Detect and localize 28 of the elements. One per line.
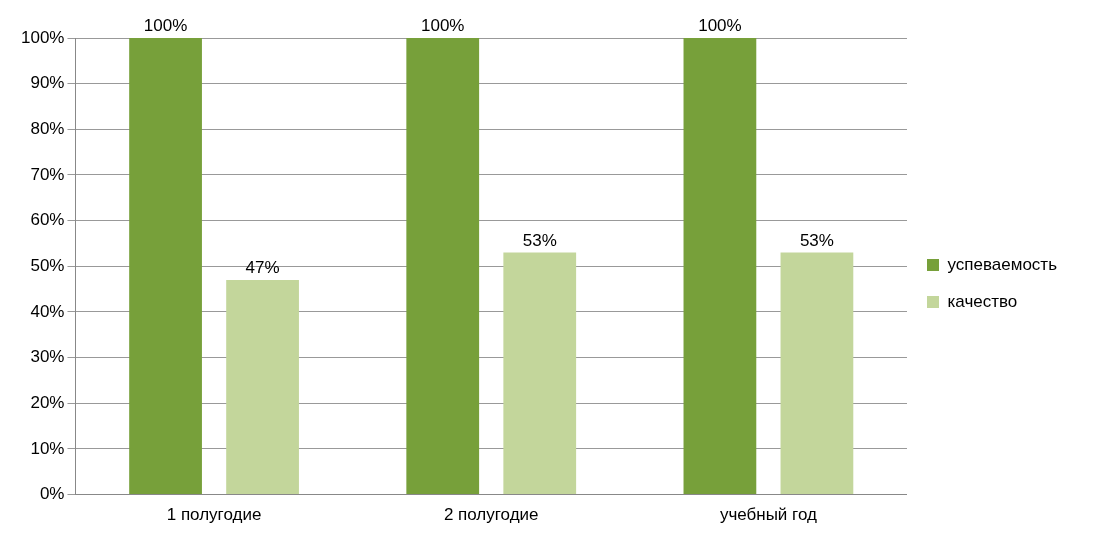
data-label: 53% xyxy=(522,230,557,250)
x-tick-label: учебный год xyxy=(719,505,817,525)
y-tick-label: 80% xyxy=(30,119,65,139)
data-label: 100% xyxy=(698,16,742,36)
bar xyxy=(226,280,299,495)
y-tick-label: 90% xyxy=(30,73,65,93)
y-tick-label: 50% xyxy=(30,255,65,275)
x-tick-label: 1 полугодие xyxy=(166,505,262,525)
y-tick-label: 10% xyxy=(30,438,65,458)
data-label: 100% xyxy=(420,16,465,36)
data-label: 47% xyxy=(245,258,280,278)
y-tick-label: 60% xyxy=(30,210,65,230)
bar xyxy=(683,38,757,495)
y-tick-label: 0% xyxy=(39,484,65,504)
legend-label: успеваемость xyxy=(947,254,1058,274)
legend-label: качество xyxy=(947,291,1018,311)
x-tick-label: 2 полугодие xyxy=(443,505,539,525)
bar xyxy=(780,252,854,495)
data-label: 53% xyxy=(799,230,834,250)
y-tick-label: 20% xyxy=(30,392,65,412)
y-tick-label: 70% xyxy=(30,164,65,184)
y-tick-label: 40% xyxy=(30,301,65,321)
bar xyxy=(129,38,202,495)
y-tick-label: 30% xyxy=(30,347,65,367)
bar xyxy=(503,252,577,495)
y-tick-label: 100% xyxy=(21,27,65,47)
data-label: 100% xyxy=(143,16,188,36)
bar xyxy=(406,38,480,495)
